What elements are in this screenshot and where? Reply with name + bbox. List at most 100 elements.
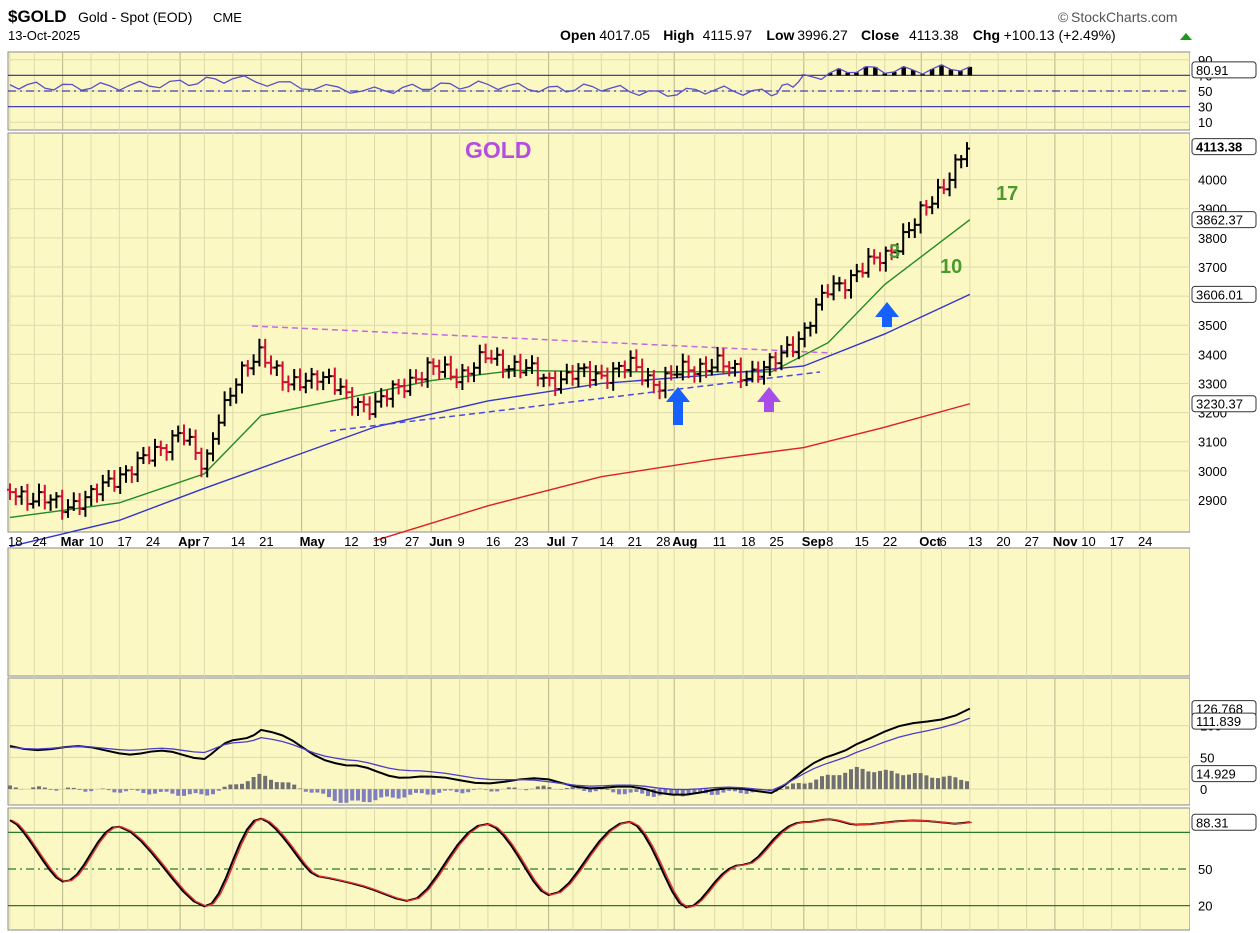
momentum-histogram-bar: [216, 789, 221, 791]
momentum-histogram-bar: [692, 789, 697, 793]
momentum-histogram-bar: [866, 771, 871, 790]
purple-arrow-icon: [757, 387, 781, 412]
momentum-histogram-bar: [622, 789, 627, 795]
momentum-histogram-bar: [738, 789, 743, 794]
momentum-histogram-bar: [675, 789, 679, 796]
momentum-histogram-bar: [640, 789, 645, 794]
axis-strip: [1190, 52, 1260, 932]
momentum-histogram-bar: [240, 783, 244, 790]
price-tick-label: 3300: [1198, 376, 1227, 391]
momentum-histogram-bar: [89, 789, 94, 792]
momentum-histogram-bar: [959, 779, 964, 790]
momentum-histogram-bar: [744, 789, 749, 794]
x-tick-label: 17: [117, 534, 131, 549]
ohlc-value: 4017.05: [599, 27, 650, 43]
x-tick-label: 27: [405, 534, 419, 549]
chart-panels: [7, 51, 1260, 932]
momentum-histogram-bar: [547, 787, 552, 790]
ohlc-value: 3996.27: [797, 27, 848, 43]
ohlc-label: Open: [560, 27, 596, 43]
momentum-histogram-bar: [535, 786, 540, 790]
momentum-histogram-bar: [251, 777, 256, 790]
annotation-17: 17: [996, 183, 1018, 205]
momentum-histogram-bar: [193, 789, 198, 794]
momentum-histogram-bar: [878, 770, 882, 790]
price-tick-label: 2900: [1198, 493, 1227, 508]
momentum-histogram-bar: [588, 789, 592, 793]
momentum-signal-value: 111.839: [1196, 714, 1241, 729]
price-tick-label: 3400: [1198, 347, 1227, 362]
x-tick-label: Jun: [429, 534, 452, 549]
x-tick-label: 24: [146, 534, 160, 549]
rsi-line: [9, 64, 971, 97]
momentum-histogram-bar: [292, 784, 297, 790]
momentum-histogram-bar: [48, 789, 53, 790]
stoch-d-line: [11, 817, 972, 909]
momentum-histogram-bar: [466, 789, 471, 793]
momentum-signal-line: [9, 717, 971, 792]
x-tick-label: Jul: [547, 534, 566, 549]
x-tick-label: 18: [8, 534, 22, 549]
brand-label[interactable]: StockCharts.com: [1071, 9, 1178, 25]
price-tick-label: 3800: [1198, 231, 1227, 246]
momentum-histogram-bar: [721, 789, 726, 793]
momentum-histogram-bar: [854, 766, 859, 790]
momentum-histogram-bar: [628, 789, 633, 793]
x-tick-label: 20: [996, 534, 1010, 549]
stockcharts-logo-icon: ©: [1058, 9, 1069, 25]
momentum-histogram-bar: [895, 773, 900, 790]
stoch-value-box: [1191, 813, 1257, 831]
momentum-histogram-bar: [709, 789, 714, 795]
momentum-histogram-bar: [303, 789, 308, 792]
momentum-histogram-bar: [42, 787, 47, 790]
momentum-histogram-bar: [582, 789, 587, 791]
momentum-histogram-bar: [727, 789, 732, 791]
momentum-histogram-bar: [907, 774, 911, 790]
momentum-histogram-bar: [889, 770, 894, 790]
x-tick-label: 28: [656, 534, 670, 549]
ohlc-label: Low: [766, 27, 794, 43]
x-tick-label: 16: [486, 534, 500, 549]
momentum-histogram-bar: [187, 789, 192, 795]
momentum-histogram-bar: [936, 778, 940, 790]
momentum-histogram-bar: [199, 789, 204, 795]
x-tick-label: 23: [514, 534, 528, 549]
momentum-histogram-bar: [83, 789, 88, 792]
momentum-histogram-bar: [849, 769, 853, 790]
momentum-histogram-bar: [66, 787, 70, 790]
x-tick-label: Oct: [919, 534, 941, 549]
chart-marks: [7, 64, 1190, 909]
ma-long-line: [374, 403, 971, 542]
momentum-histogram-bar: [617, 789, 621, 795]
momentum-histogram-bar: [170, 789, 175, 794]
momentum-histogram-bar: [831, 775, 836, 790]
momentum-histogram-bar: [141, 789, 146, 794]
resistance-trendline: [251, 325, 833, 354]
price-tick-label: 3000: [1198, 464, 1227, 479]
x-tick-label: 10: [1081, 534, 1095, 549]
price-tick-label: 3500: [1198, 318, 1227, 333]
stoch-tick-label: 50: [1198, 862, 1212, 877]
momentum-histogram-bar: [135, 789, 140, 791]
momentum-histogram-bar: [454, 789, 459, 793]
ma-short-line: [9, 219, 971, 519]
price-tick-label: 3700: [1198, 260, 1227, 275]
momentum-histogram-bar: [129, 789, 134, 790]
momentum-histogram-bar: [646, 789, 650, 797]
momentum-histogram-bar: [425, 789, 430, 795]
momentum-signal-value-box: [1191, 712, 1257, 730]
rsi-tick-label: 50: [1198, 84, 1212, 99]
momentum-histogram-bar: [222, 786, 227, 790]
momentum-histogram-bar: [837, 775, 842, 790]
momentum-histogram-bar: [901, 775, 906, 790]
x-tick-label: 24: [1138, 534, 1152, 549]
momentum-histogram-bar: [489, 789, 494, 792]
x-tick-label: 17: [1110, 534, 1124, 549]
momentum-histogram-bar: [918, 773, 923, 790]
momentum-histogram-bar: [390, 789, 395, 798]
momentum-histogram-bar: [814, 779, 819, 790]
ma-short-value: 3862.37: [1196, 213, 1243, 228]
x-tick-label: 11: [713, 534, 727, 549]
momentum-histogram-bar: [820, 776, 824, 790]
momentum-histogram-bar: [158, 789, 163, 792]
